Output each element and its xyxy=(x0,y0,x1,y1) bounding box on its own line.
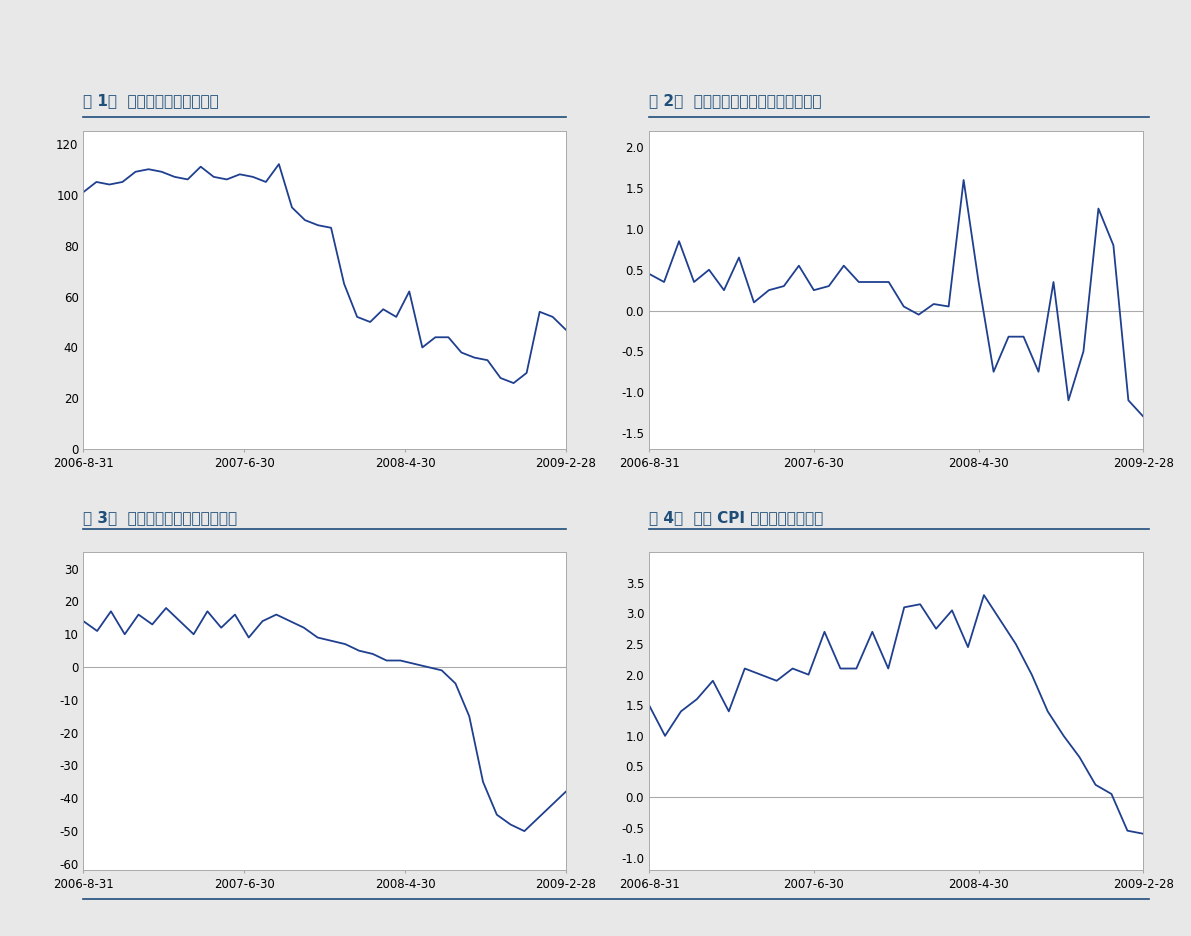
Text: 图 2：  美国个人收入月环比或小幅回升: 图 2： 美国个人收入月环比或小幅回升 xyxy=(649,94,822,109)
Text: 图 1：  美国消费者信心或回升: 图 1： 美国消费者信心或回升 xyxy=(83,94,219,109)
Text: 图 3：  日本商品贸易出口同比上升: 图 3： 日本商品贸易出口同比上升 xyxy=(83,510,237,525)
Text: 图 4：  德国 CPI 同比继续小幅下降: 图 4： 德国 CPI 同比继续小幅下降 xyxy=(649,510,823,525)
